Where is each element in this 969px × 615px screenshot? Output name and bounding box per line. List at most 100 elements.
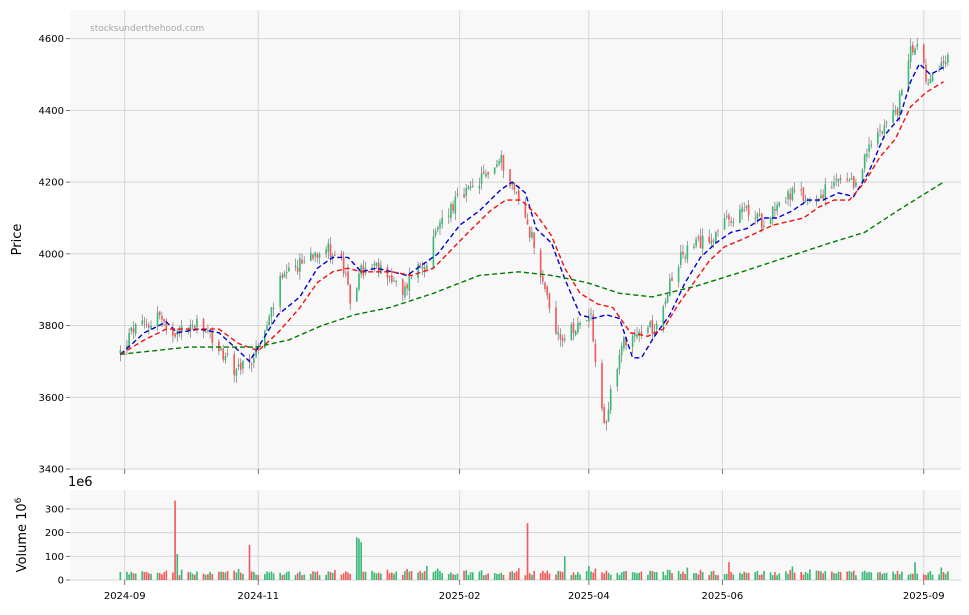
volume-bar bbox=[450, 572, 452, 580]
candle-body bbox=[309, 252, 312, 261]
volume-bar bbox=[789, 570, 792, 580]
candle-body bbox=[345, 273, 347, 275]
volume-bar bbox=[410, 571, 413, 580]
volume-bar bbox=[793, 572, 796, 580]
candle-body bbox=[119, 350, 122, 354]
candle-body bbox=[787, 191, 789, 200]
volume-bar bbox=[863, 570, 866, 580]
volume-bar bbox=[570, 575, 573, 580]
candle-body bbox=[804, 199, 807, 202]
candle-body bbox=[653, 331, 656, 334]
volume-bar bbox=[776, 575, 778, 580]
volume-bar bbox=[806, 573, 809, 580]
volume-bar bbox=[800, 571, 803, 580]
candle-body bbox=[647, 327, 649, 333]
candle-body bbox=[371, 267, 373, 270]
volume-bar bbox=[679, 573, 682, 580]
volume-bar bbox=[866, 572, 868, 580]
volume-bar bbox=[833, 572, 835, 580]
candle-body bbox=[922, 44, 925, 64]
volume-bar bbox=[426, 565, 428, 580]
candle-body bbox=[942, 61, 945, 64]
candle-body bbox=[776, 204, 778, 212]
candle-body bbox=[471, 185, 474, 187]
candle-body bbox=[671, 277, 673, 281]
volume-bar bbox=[390, 572, 393, 580]
volume-bar bbox=[156, 572, 159, 580]
volume-bar bbox=[279, 572, 281, 580]
volume-bar bbox=[809, 569, 811, 580]
volume-bar bbox=[837, 571, 840, 580]
volume-bar bbox=[651, 570, 654, 580]
volume-bar bbox=[355, 537, 358, 580]
watermark-text: stocksunderthehood.com bbox=[90, 24, 204, 34]
candle-body bbox=[682, 251, 684, 255]
candle-body bbox=[191, 325, 194, 327]
volume-bar bbox=[712, 570, 715, 580]
candle-body bbox=[896, 108, 899, 116]
volume-bar bbox=[601, 572, 603, 580]
candle-body bbox=[822, 194, 824, 199]
candle-body bbox=[266, 325, 268, 331]
volume-bar bbox=[787, 573, 789, 580]
candle-body bbox=[791, 188, 794, 200]
candle-body bbox=[314, 252, 317, 257]
candle-body bbox=[134, 324, 137, 335]
candle-body bbox=[839, 178, 842, 181]
volume-bar bbox=[855, 575, 857, 580]
candle-body bbox=[725, 215, 728, 218]
candle-body bbox=[296, 267, 299, 272]
candle-body bbox=[439, 222, 441, 228]
volume-bar bbox=[723, 574, 726, 580]
volume-bar bbox=[257, 574, 260, 580]
volume-bar bbox=[539, 573, 542, 580]
candle-body bbox=[557, 332, 560, 335]
volume-bar bbox=[531, 574, 533, 580]
candle-body bbox=[158, 311, 161, 315]
volume-bar bbox=[572, 572, 575, 580]
candle-body bbox=[588, 316, 590, 322]
volume-bar bbox=[850, 572, 853, 580]
candle-body bbox=[360, 265, 362, 275]
candle-body bbox=[559, 334, 562, 339]
candle-body bbox=[623, 337, 625, 349]
candle-body bbox=[502, 154, 505, 172]
volume-bar bbox=[524, 575, 527, 580]
candle-body bbox=[390, 274, 393, 282]
volume-panel: 0 100 200 300 Volume 106 1e6 bbox=[14, 475, 961, 587]
candle-body bbox=[625, 336, 627, 346]
volume-bar bbox=[498, 573, 500, 580]
volume-bar bbox=[469, 572, 472, 580]
volume-bar bbox=[947, 571, 949, 580]
volume-bar bbox=[546, 570, 549, 580]
candle-body bbox=[480, 173, 483, 184]
moving-average-line-ma-medium bbox=[120, 81, 944, 355]
volume-bar bbox=[242, 573, 244, 580]
volume-bar bbox=[480, 570, 483, 580]
candle-body bbox=[202, 318, 205, 332]
volume-bar bbox=[898, 574, 901, 580]
candle-body bbox=[450, 204, 452, 218]
candle-body bbox=[649, 321, 651, 328]
candle-body bbox=[204, 331, 207, 333]
volume-bar bbox=[852, 570, 855, 580]
moving-average-line-ma-short bbox=[119, 62, 944, 363]
volume-bar bbox=[861, 571, 864, 580]
volume-bar bbox=[509, 572, 511, 580]
candle-body bbox=[482, 171, 485, 174]
volume-bar bbox=[533, 570, 535, 580]
volume-bar bbox=[303, 574, 306, 580]
candle-body bbox=[631, 335, 634, 348]
volume-offset-label: 1e6 bbox=[68, 475, 93, 490]
volume-bar bbox=[817, 570, 820, 580]
candle-body bbox=[528, 226, 531, 238]
volume-bar bbox=[883, 573, 886, 580]
volume-bar bbox=[202, 573, 205, 580]
candle-body bbox=[524, 202, 527, 218]
candle-body bbox=[697, 237, 700, 239]
candle-body bbox=[511, 183, 514, 185]
volume-bar bbox=[237, 568, 240, 580]
volume-bar bbox=[434, 570, 437, 580]
candle-body bbox=[833, 182, 835, 187]
volume-bar bbox=[421, 572, 424, 580]
